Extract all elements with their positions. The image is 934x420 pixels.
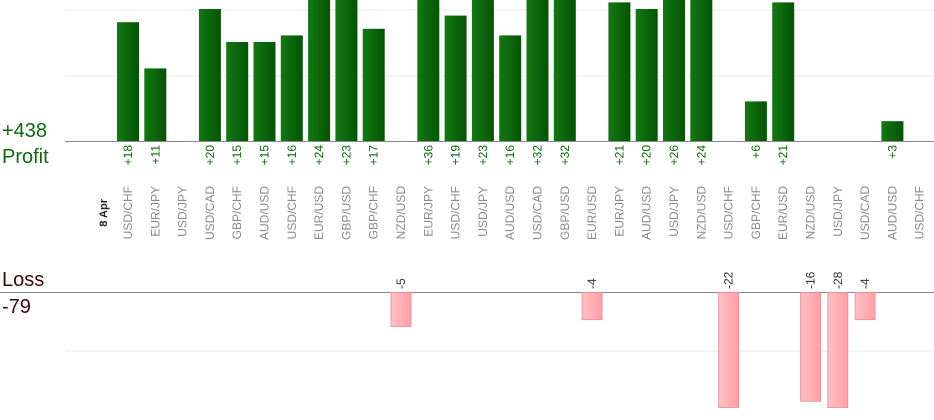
profit-label: Profit	[2, 146, 49, 168]
category-label: GBP/USD	[339, 186, 353, 240]
category-label: USD/JPY	[667, 186, 681, 237]
loss-bar	[390, 292, 412, 327]
profit-value-label: +20	[203, 145, 217, 166]
category-label: USD/CHF	[722, 186, 736, 239]
category-label: GBP/CHF	[367, 186, 381, 239]
profit-bar	[417, 0, 440, 141]
category-label: GBP/CHF	[749, 186, 763, 239]
profit-value-label: +15	[258, 145, 272, 166]
profit-bar	[117, 22, 139, 142]
profit-value-label: +32	[531, 145, 545, 166]
profit-bar	[444, 15, 467, 142]
category-label: AUD/USD	[503, 186, 517, 240]
profit-value-label: +24	[694, 145, 708, 166]
profit-value-label: +18	[121, 145, 135, 166]
profit-value-label: +19	[449, 145, 463, 166]
category-label: USD/CHF	[449, 186, 463, 239]
category-label: AUD/USD	[885, 186, 899, 240]
loss-value-label: -28	[831, 271, 845, 289]
category-label: USD/CHF	[913, 186, 927, 239]
loss-label: Loss	[2, 269, 45, 291]
profit-value-label: +26	[667, 145, 681, 166]
loss-bar	[854, 292, 876, 321]
category-label: AUD/USD	[640, 186, 654, 240]
profit-value-label: +20	[640, 145, 654, 166]
category-label: EUR/JPY	[148, 186, 162, 237]
profit-value-label: +16	[503, 145, 517, 166]
category-label: NZD/USD	[394, 186, 408, 240]
profit-bar	[226, 42, 249, 141]
profit-bar	[335, 0, 358, 141]
loss-bar	[718, 292, 739, 408]
profit-value-label: +11	[148, 145, 162, 165]
profit-value-label: +16	[285, 145, 299, 166]
profit-value-label: +6	[749, 145, 763, 159]
profit-bar	[280, 35, 303, 141]
category-label: USD/CHF	[285, 186, 299, 239]
category-label: USD/JPY	[831, 186, 845, 237]
loss-value-label: -5	[394, 278, 408, 289]
profit-value-label: +36	[421, 145, 435, 166]
profit-value-label: +23	[476, 145, 490, 166]
category-label: USD/CAD	[203, 186, 217, 240]
profit-bar	[663, 0, 685, 141]
profit-bar	[471, 0, 494, 141]
profit-bar	[881, 121, 904, 141]
profit-value-label: +23	[339, 145, 353, 166]
profit-bar	[690, 0, 713, 141]
profit-bar	[526, 0, 549, 141]
profit-value-label: +32	[558, 145, 572, 166]
category-label: GBP/USD	[558, 186, 572, 240]
profit-bar	[253, 42, 276, 141]
loss-value-label: -22	[722, 271, 736, 289]
profit-value-label: +21	[776, 145, 790, 166]
profit-bar	[144, 68, 167, 141]
date-label: 8 Apr	[98, 198, 110, 226]
category-label: GBP/CHF	[230, 186, 244, 239]
category-label: USD/JPY	[476, 186, 490, 237]
profit-total: +438	[2, 120, 48, 142]
category-label: EUR/JPY	[612, 186, 626, 237]
category-label: NZD/USD	[694, 186, 708, 240]
profit-value-label: +3	[885, 145, 899, 159]
loss-bar	[581, 292, 603, 321]
category-label: USD/CHF	[121, 186, 135, 239]
loss-value-label: -16	[804, 271, 818, 289]
profit-bar	[499, 35, 522, 141]
profit-value-label: +17	[367, 145, 381, 166]
profit-value-label: +24	[312, 145, 326, 166]
profit-bar	[362, 28, 385, 141]
category-label: NZD/USD	[804, 186, 818, 240]
profit-value-label: +15	[230, 145, 244, 166]
category-label: EUR/USD	[312, 186, 326, 240]
category-label: USD/JPY	[176, 186, 190, 237]
profit-bar	[744, 101, 767, 141]
profit-bar	[308, 0, 331, 141]
category-label: USD/CAD	[858, 186, 872, 240]
profit-value-label: +21	[612, 145, 626, 166]
profit-bar	[635, 9, 658, 141]
category-label: EUR/JPY	[421, 186, 435, 237]
loss-bar	[827, 292, 849, 408]
profit-bar	[198, 9, 221, 141]
profit-bar	[553, 0, 576, 141]
category-label: EUR/USD	[776, 186, 790, 240]
loss-bar	[800, 292, 821, 402]
loss-total: -79	[2, 296, 31, 318]
category-label: USD/CAD	[531, 186, 545, 240]
profit-bar	[608, 2, 631, 142]
category-label: EUR/USD	[585, 186, 599, 240]
profit-bar	[772, 2, 795, 142]
loss-value-label: -4	[585, 278, 599, 289]
loss-value-label: -4	[858, 278, 872, 289]
category-label: AUD/USD	[258, 186, 272, 240]
